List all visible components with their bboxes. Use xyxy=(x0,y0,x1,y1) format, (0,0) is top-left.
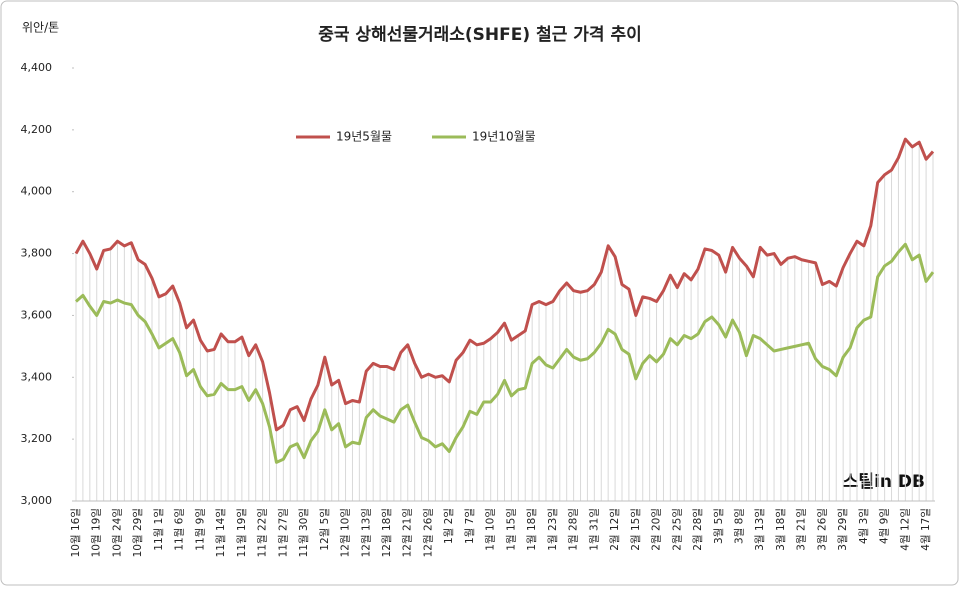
x-tick-label: 4월 12일 xyxy=(898,508,911,551)
x-tick-label: 11월 9일 xyxy=(193,508,206,551)
x-tick-label: 2월 15일 xyxy=(629,508,642,551)
x-tick-label: 11월 14일 xyxy=(214,508,227,557)
x-tick-label: 3월 29일 xyxy=(836,508,849,551)
x-tick-label: 11월 19일 xyxy=(235,508,248,557)
y-tick-label: 3,600 xyxy=(21,308,53,321)
y-tick-label: 3,200 xyxy=(21,432,53,445)
y-axis-label: 위안/톤 xyxy=(22,21,59,35)
x-tick-label: 2월 12일 xyxy=(608,508,621,551)
x-tick-label: 1월 7일 xyxy=(463,508,476,544)
y-tick-label: 4,000 xyxy=(21,185,53,198)
x-tick-label: 10월 16일 xyxy=(69,508,82,557)
x-tick-label: 3월 8일 xyxy=(732,508,745,544)
x-tick-label: 1월 23일 xyxy=(546,508,559,551)
logo: 스틸in DB xyxy=(843,471,925,492)
y-tick-label: 4,400 xyxy=(21,61,53,74)
series-line xyxy=(75,242,935,464)
x-tick-label: 3월 21일 xyxy=(795,508,808,551)
x-tick-label: 4월 9일 xyxy=(878,508,891,544)
x-tick-label: 1월 31일 xyxy=(587,508,600,551)
x-tick-label: 12월 21일 xyxy=(401,508,414,557)
x-tick-label: 1월 2일 xyxy=(442,508,455,544)
x-tick-label: 3월 26일 xyxy=(815,508,828,551)
y-tick-label: 4,200 xyxy=(21,123,53,136)
x-tick-label: 1월 28일 xyxy=(567,508,580,551)
x-tick-label: 4월 3일 xyxy=(857,508,870,544)
x-tick-label: 1월 10일 xyxy=(484,508,497,551)
x-tick-label: 10월 19일 xyxy=(90,508,103,557)
x-tick-label: 12월 5일 xyxy=(318,508,331,551)
x-tick-label: 11월 30일 xyxy=(297,508,310,557)
legend-label: 19년10월물 xyxy=(472,130,536,144)
x-tick-label: 2월 25일 xyxy=(670,508,683,551)
x-tick-label: 1월 18일 xyxy=(525,508,538,551)
x-tick-label: 12월 13일 xyxy=(359,508,372,557)
x-tick-label: 3월 5일 xyxy=(712,508,725,544)
x-tick-label: 12월 10일 xyxy=(339,508,352,557)
series-line xyxy=(74,137,935,432)
x-tick-label: 1월 15일 xyxy=(504,508,517,551)
y-tick-label: 3,800 xyxy=(21,247,53,260)
chart-title: 중국 상해선물거래소(SHFE) 철근 가격 추이 xyxy=(318,25,642,45)
x-tick-label: 4월 17일 xyxy=(919,508,932,551)
x-tick-label: 11월 6일 xyxy=(173,508,186,551)
x-tick-label: 2월 20일 xyxy=(650,508,663,551)
x-tick-label: 12월 26일 xyxy=(421,508,434,557)
x-tick-label: 10월 24일 xyxy=(110,508,123,557)
x-tick-label: 11월 22일 xyxy=(256,508,269,557)
x-tick-label: 3월 13일 xyxy=(753,508,766,551)
legend-label: 19년5월물 xyxy=(336,130,392,144)
y-tick-label: 3,400 xyxy=(21,370,53,383)
x-tick-label: 12월 18일 xyxy=(380,508,393,557)
x-tick-label: 11월 1일 xyxy=(152,508,165,551)
x-tick-label: 11월 27일 xyxy=(276,508,289,557)
x-tick-label: 3월 18일 xyxy=(774,508,787,551)
x-tick-label: 10월 29일 xyxy=(131,508,144,557)
x-tick-label: 2월 28일 xyxy=(691,508,704,551)
y-tick-label: 3,000 xyxy=(21,494,53,507)
